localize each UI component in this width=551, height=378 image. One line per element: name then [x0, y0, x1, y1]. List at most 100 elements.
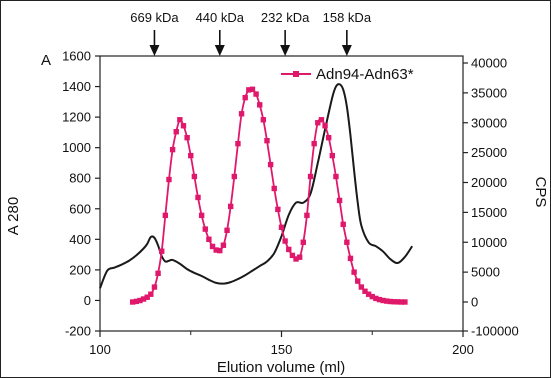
- series-layer: [99, 83, 414, 305]
- data-point-cps: [148, 291, 154, 297]
- marker-arrow-head: [341, 45, 352, 56]
- data-point-cps: [238, 111, 245, 117]
- data-point-cps: [289, 252, 296, 259]
- data-point-cps: [336, 197, 343, 204]
- y-left-tick-label: 1600: [62, 49, 91, 64]
- data-point-cps: [380, 297, 386, 304]
- data-point-cps: [188, 152, 194, 159]
- data-point-cps: [227, 203, 234, 210]
- data-point-cps: [322, 123, 328, 129]
- legend-label: Adn94-Adn63*: [316, 66, 414, 83]
- data-point-cps: [329, 152, 336, 159]
- data-point-cps: [253, 91, 259, 97]
- legend: Adn94-Adn63*: [281, 66, 414, 83]
- data-point-cps: [300, 239, 306, 245]
- data-point-cps: [184, 134, 190, 141]
- y-right-tick-label: 25000: [471, 145, 507, 160]
- data-point-cps: [387, 298, 394, 305]
- data-point-cps: [162, 212, 169, 219]
- data-point-cps: [140, 296, 147, 302]
- y-right-axis-title: CPS: [532, 177, 549, 208]
- data-point-cps: [362, 288, 368, 294]
- data-point-cps: [267, 161, 274, 168]
- data-point-cps: [209, 243, 216, 250]
- data-point-cps: [173, 129, 179, 135]
- data-point-cps: [304, 212, 310, 219]
- data-point-cps: [249, 86, 256, 92]
- y-left-tick-label: 0: [84, 293, 91, 308]
- data-point-cps: [325, 134, 332, 141]
- legend-swatch-marker: [293, 71, 299, 77]
- y-right-tick-label: 35000: [471, 85, 507, 100]
- data-point-cps: [155, 270, 161, 277]
- data-point-cps: [195, 194, 201, 201]
- y-left-tick-label: 1400: [62, 79, 91, 94]
- data-point-cps: [296, 254, 303, 260]
- marker-label: 669 kDa: [130, 10, 179, 25]
- y-right-tick-label: 40000: [471, 56, 507, 71]
- data-point-cps: [293, 256, 299, 262]
- data-point-cps: [257, 102, 263, 108]
- marker-arrow-head: [280, 45, 291, 56]
- y-left-tick-label: -200: [65, 324, 91, 339]
- data-point-cps: [224, 227, 230, 233]
- y-left-tick-label: 1200: [62, 110, 91, 125]
- data-point-cps: [264, 137, 270, 144]
- data-point-cps: [369, 293, 375, 300]
- molecular-weight-markers: 669 kDa 440 kDa 232 kDa 158 kDa: [130, 10, 372, 56]
- data-point-cps: [365, 291, 372, 297]
- data-point-cps: [217, 247, 223, 254]
- y-left-tick-label: 1000: [62, 140, 91, 155]
- data-point-cps: [344, 239, 350, 245]
- data-point-cps: [198, 212, 205, 219]
- data-point-cps: [206, 236, 212, 242]
- marker-arrow-head: [214, 45, 225, 56]
- data-point-cps: [275, 206, 281, 213]
- data-point-cps: [246, 87, 252, 93]
- data-point-cps: [307, 173, 314, 180]
- y-right-axis-ticks: -100000 0 5000 10000 15000 20000 25000 30000 350…: [463, 56, 519, 339]
- series-line-a280: [99, 83, 414, 289]
- data-point-cps: [177, 117, 183, 123]
- data-point-cps: [394, 299, 401, 305]
- data-point-cps: [151, 284, 158, 290]
- data-point-cps: [144, 294, 150, 300]
- data-point-cps: [191, 173, 198, 180]
- data-point-cps: [213, 247, 219, 253]
- y-right-tick-label: 15000: [471, 205, 507, 220]
- y-left-tick-label: 800: [69, 171, 91, 186]
- y-left-tick-label: 200: [69, 262, 91, 277]
- data-point-cps: [333, 173, 339, 180]
- data-point-cps: [286, 246, 292, 253]
- data-point-cps: [137, 297, 143, 304]
- y-right-tick-label: 30000: [471, 115, 507, 130]
- y-left-tick-label: 400: [69, 232, 91, 247]
- data-point-cps: [278, 224, 285, 231]
- data-point-cps: [402, 299, 408, 305]
- data-point-cps: [133, 298, 139, 305]
- data-point-cps: [159, 248, 165, 254]
- data-point-cps: [318, 117, 325, 123]
- y-left-axis-ticks: -200 0 200 400 600 800 1000 1200 1400 1600: [62, 49, 100, 339]
- data-point-cps: [355, 278, 361, 284]
- data-point-cps: [358, 284, 365, 290]
- x-tick-label: 150: [271, 342, 293, 357]
- data-point-cps: [271, 185, 277, 192]
- y-right-tick-label: 5000: [471, 265, 500, 280]
- marker-label: 232 kDa: [261, 10, 310, 25]
- data-point-cps: [202, 226, 208, 232]
- data-point-cps: [384, 298, 390, 304]
- x-tick-label: 200: [452, 342, 474, 357]
- data-point-cps: [242, 94, 248, 101]
- data-point-cps: [166, 176, 172, 183]
- marker-label: 158 kDa: [323, 10, 372, 25]
- y-right-tick-label: 10000: [471, 235, 507, 250]
- data-point-cps: [220, 242, 227, 248]
- data-point-cps: [231, 173, 238, 180]
- data-point-cps: [340, 221, 346, 228]
- data-point-cps: [311, 140, 317, 147]
- data-point-cps: [347, 255, 354, 262]
- y-left-tick-label: 600: [69, 201, 91, 216]
- y-right-tick-label: 0: [471, 295, 478, 310]
